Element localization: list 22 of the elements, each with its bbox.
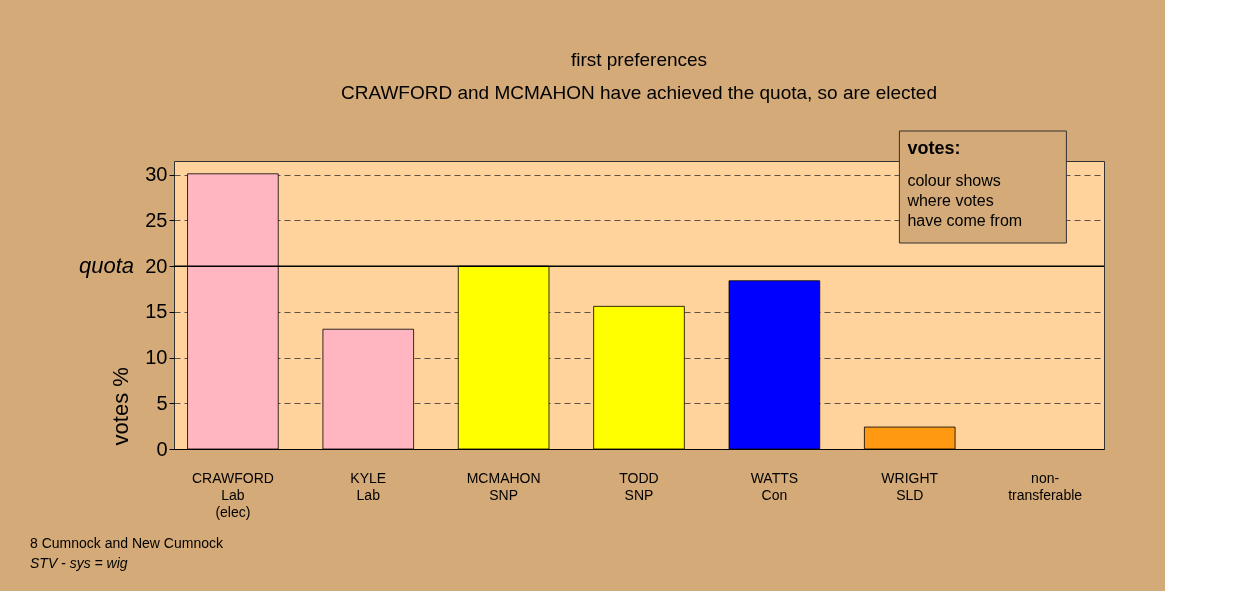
x-tick-label: WRIGHT SLD (881, 469, 939, 503)
x-tick-label: WATTS Con (750, 469, 799, 503)
x-tick-label: KYLE Lab (350, 469, 387, 503)
x-tick-label: TODD SNP (619, 469, 659, 503)
y-tick-label: 30 (145, 163, 168, 186)
x-tick-label: CRAWFORD Lab (elec) (191, 469, 274, 520)
x-tick-label: MCMAHON SNP (466, 469, 541, 503)
y-axis-title: votes % (108, 367, 134, 446)
y-tick-label: 10 (145, 346, 168, 369)
chart-title: first preferences (570, 48, 708, 70)
y-tick-label: 25 (145, 208, 168, 231)
text: votes: (907, 138, 961, 158)
y-tick-label: 15 (145, 300, 168, 323)
chart-subtitle: CRAWFORD and MCMAHON have achieved the quota, so are elected (341, 81, 937, 103)
y-tick-label: 5 (156, 391, 168, 414)
annotation: colour shows where votes have come from (906, 172, 1023, 229)
x-tick-label: non- transferable (1008, 469, 1083, 503)
text: 8 Cumnock and New Cumnock (30, 535, 224, 551)
y-tick-label: 0 (156, 437, 168, 460)
y-tick-label: 20 (145, 254, 168, 277)
text: STV - sys = wig (30, 555, 128, 571)
ref-line-label: quota (78, 253, 134, 279)
